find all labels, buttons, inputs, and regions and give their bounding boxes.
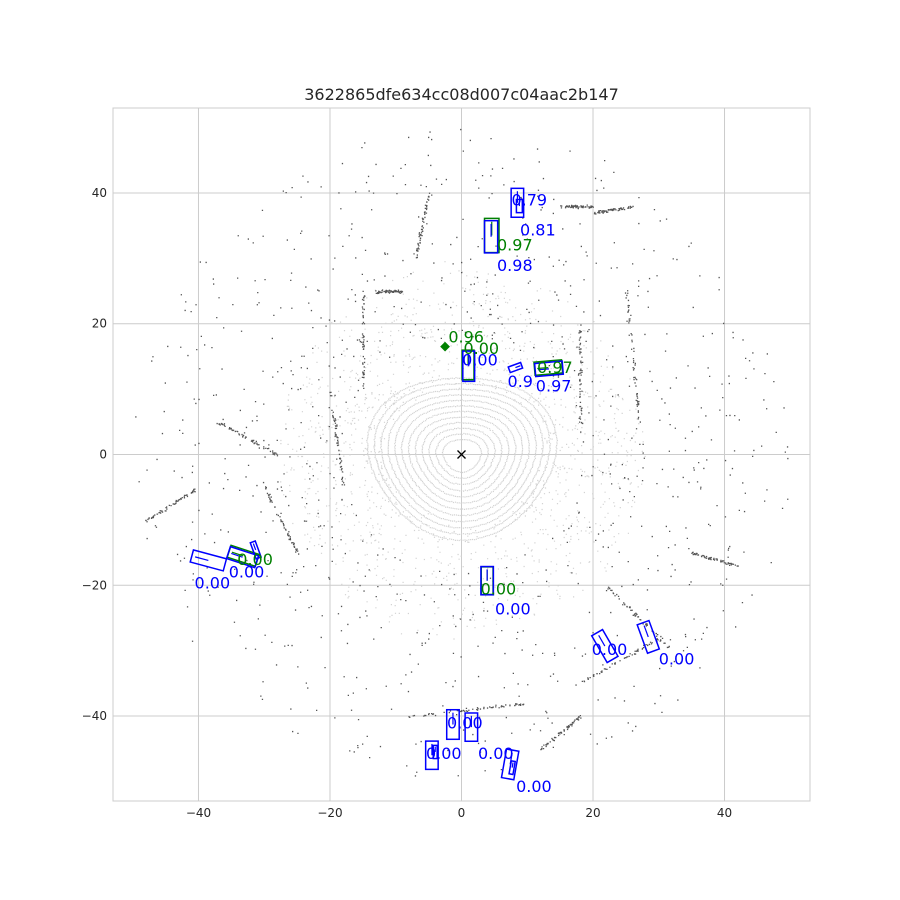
ground_truth-score-label: 0.00 — [237, 550, 273, 569]
y-tick-label: 40 — [92, 186, 107, 200]
prediction-box — [462, 350, 476, 383]
ground_truth-score-label: 0.97 — [497, 236, 533, 255]
prediction-box — [507, 361, 524, 374]
score-labels: 0.790.810.970.980.960.000.000.90.970.970… — [195, 190, 695, 795]
ground_truth-box-marker — [440, 341, 450, 352]
prediction-score-label: 0.00 — [447, 713, 483, 732]
ground_truth-score-label: 0.96 — [448, 328, 484, 347]
prediction-box — [424, 740, 439, 771]
prediction-box — [432, 744, 438, 760]
prediction-heading-line — [231, 552, 243, 558]
prediction-heading-line — [194, 556, 209, 561]
prediction-box — [533, 360, 565, 378]
prediction-score-label: 0.00 — [495, 600, 531, 619]
prediction-box — [464, 712, 479, 743]
prediction-box — [189, 549, 228, 572]
prediction-box — [590, 628, 620, 664]
prediction-score-label: 0.9 — [508, 372, 533, 391]
prediction-box-outline — [424, 740, 439, 771]
prediction-score-label: 0.00 — [426, 744, 462, 763]
prediction-box — [225, 545, 260, 569]
x-tick-label: 0 — [458, 806, 466, 820]
prediction-heading-line — [252, 543, 257, 551]
prediction-box-outline — [483, 219, 499, 254]
prediction-score-label: 0.00 — [659, 649, 695, 668]
prediction-box-outline — [225, 545, 260, 569]
prediction-score-label: 0.00 — [462, 351, 498, 370]
ground_truth-score-label: 0.97 — [537, 358, 573, 377]
prediction-score-label: 0.00 — [229, 562, 265, 581]
ground_truth-score-label: 0.00 — [481, 579, 517, 598]
x-tick-label: 40 — [717, 806, 732, 820]
prediction-score-label: 0.00 — [478, 744, 514, 763]
near-points — [280, 261, 646, 640]
x-tick-label: 20 — [585, 806, 600, 820]
prediction-score-label: 0.00 — [592, 640, 628, 659]
x-tick-label: −40 — [186, 806, 211, 820]
ground_truth-heading-line — [537, 366, 549, 370]
prediction-box — [445, 708, 460, 741]
prediction-heading-line — [515, 365, 521, 369]
grid-layer — [113, 108, 810, 801]
prediction-box-outline — [508, 759, 517, 776]
prediction-box-outline — [500, 748, 520, 781]
prediction-box-outline — [533, 360, 565, 378]
prediction-box — [480, 565, 495, 596]
prediction-score-label: 0.00 — [516, 777, 552, 796]
prediction-score-label: 0.98 — [497, 256, 533, 275]
prediction-box — [483, 219, 499, 254]
prediction-box-outline — [464, 712, 479, 743]
ground_truth-score-label: 0.00 — [463, 339, 499, 358]
prediction-box-outline — [510, 187, 525, 219]
tick-labels: −40 −20 0 20 40 −40 −20 0 20 40 — [82, 186, 732, 820]
prediction-heading-line — [598, 635, 606, 647]
prediction-box-outline — [462, 350, 476, 383]
y-tick-label: −20 — [82, 578, 107, 592]
prediction-box — [249, 540, 263, 560]
prediction-score-label: 0.81 — [520, 220, 556, 239]
x-tick-label: −20 — [317, 806, 342, 820]
prediction-score-label: 0.79 — [511, 190, 547, 209]
prediction-box-outline — [507, 361, 524, 374]
prediction-box-outline — [515, 198, 524, 214]
ground_truth-box — [440, 341, 450, 352]
boxes-layer — [189, 187, 661, 781]
prediction-heading-line — [643, 625, 649, 638]
prediction-box — [515, 198, 524, 214]
prediction-box-outline — [590, 628, 620, 664]
prediction-box-outline — [636, 619, 661, 655]
prediction-box — [508, 759, 517, 776]
prediction-box-outline — [249, 540, 263, 560]
prediction-box-outline — [480, 565, 495, 596]
prediction-box — [636, 619, 661, 655]
prediction-box-outline — [432, 744, 438, 760]
chart-title: 3622865dfe634cc08d007c04aac2b147 — [304, 85, 619, 104]
prediction-box — [510, 187, 525, 219]
prediction-heading-line — [511, 762, 514, 768]
point-cloud — [135, 128, 789, 777]
y-tick-label: −40 — [82, 709, 107, 723]
y-tick-label: 20 — [92, 317, 107, 331]
prediction-score-label: 0.97 — [536, 377, 572, 396]
prediction-heading-line — [537, 368, 550, 371]
ego-x-stroke — [457, 450, 466, 459]
y-tick-label: 0 — [99, 448, 107, 462]
prediction-box-outline — [445, 708, 460, 741]
prediction-score-label: 0.00 — [195, 574, 231, 593]
ground_truth-heading-line — [231, 551, 244, 557]
ego-marker — [457, 450, 466, 459]
prediction-box-outline — [189, 549, 228, 572]
